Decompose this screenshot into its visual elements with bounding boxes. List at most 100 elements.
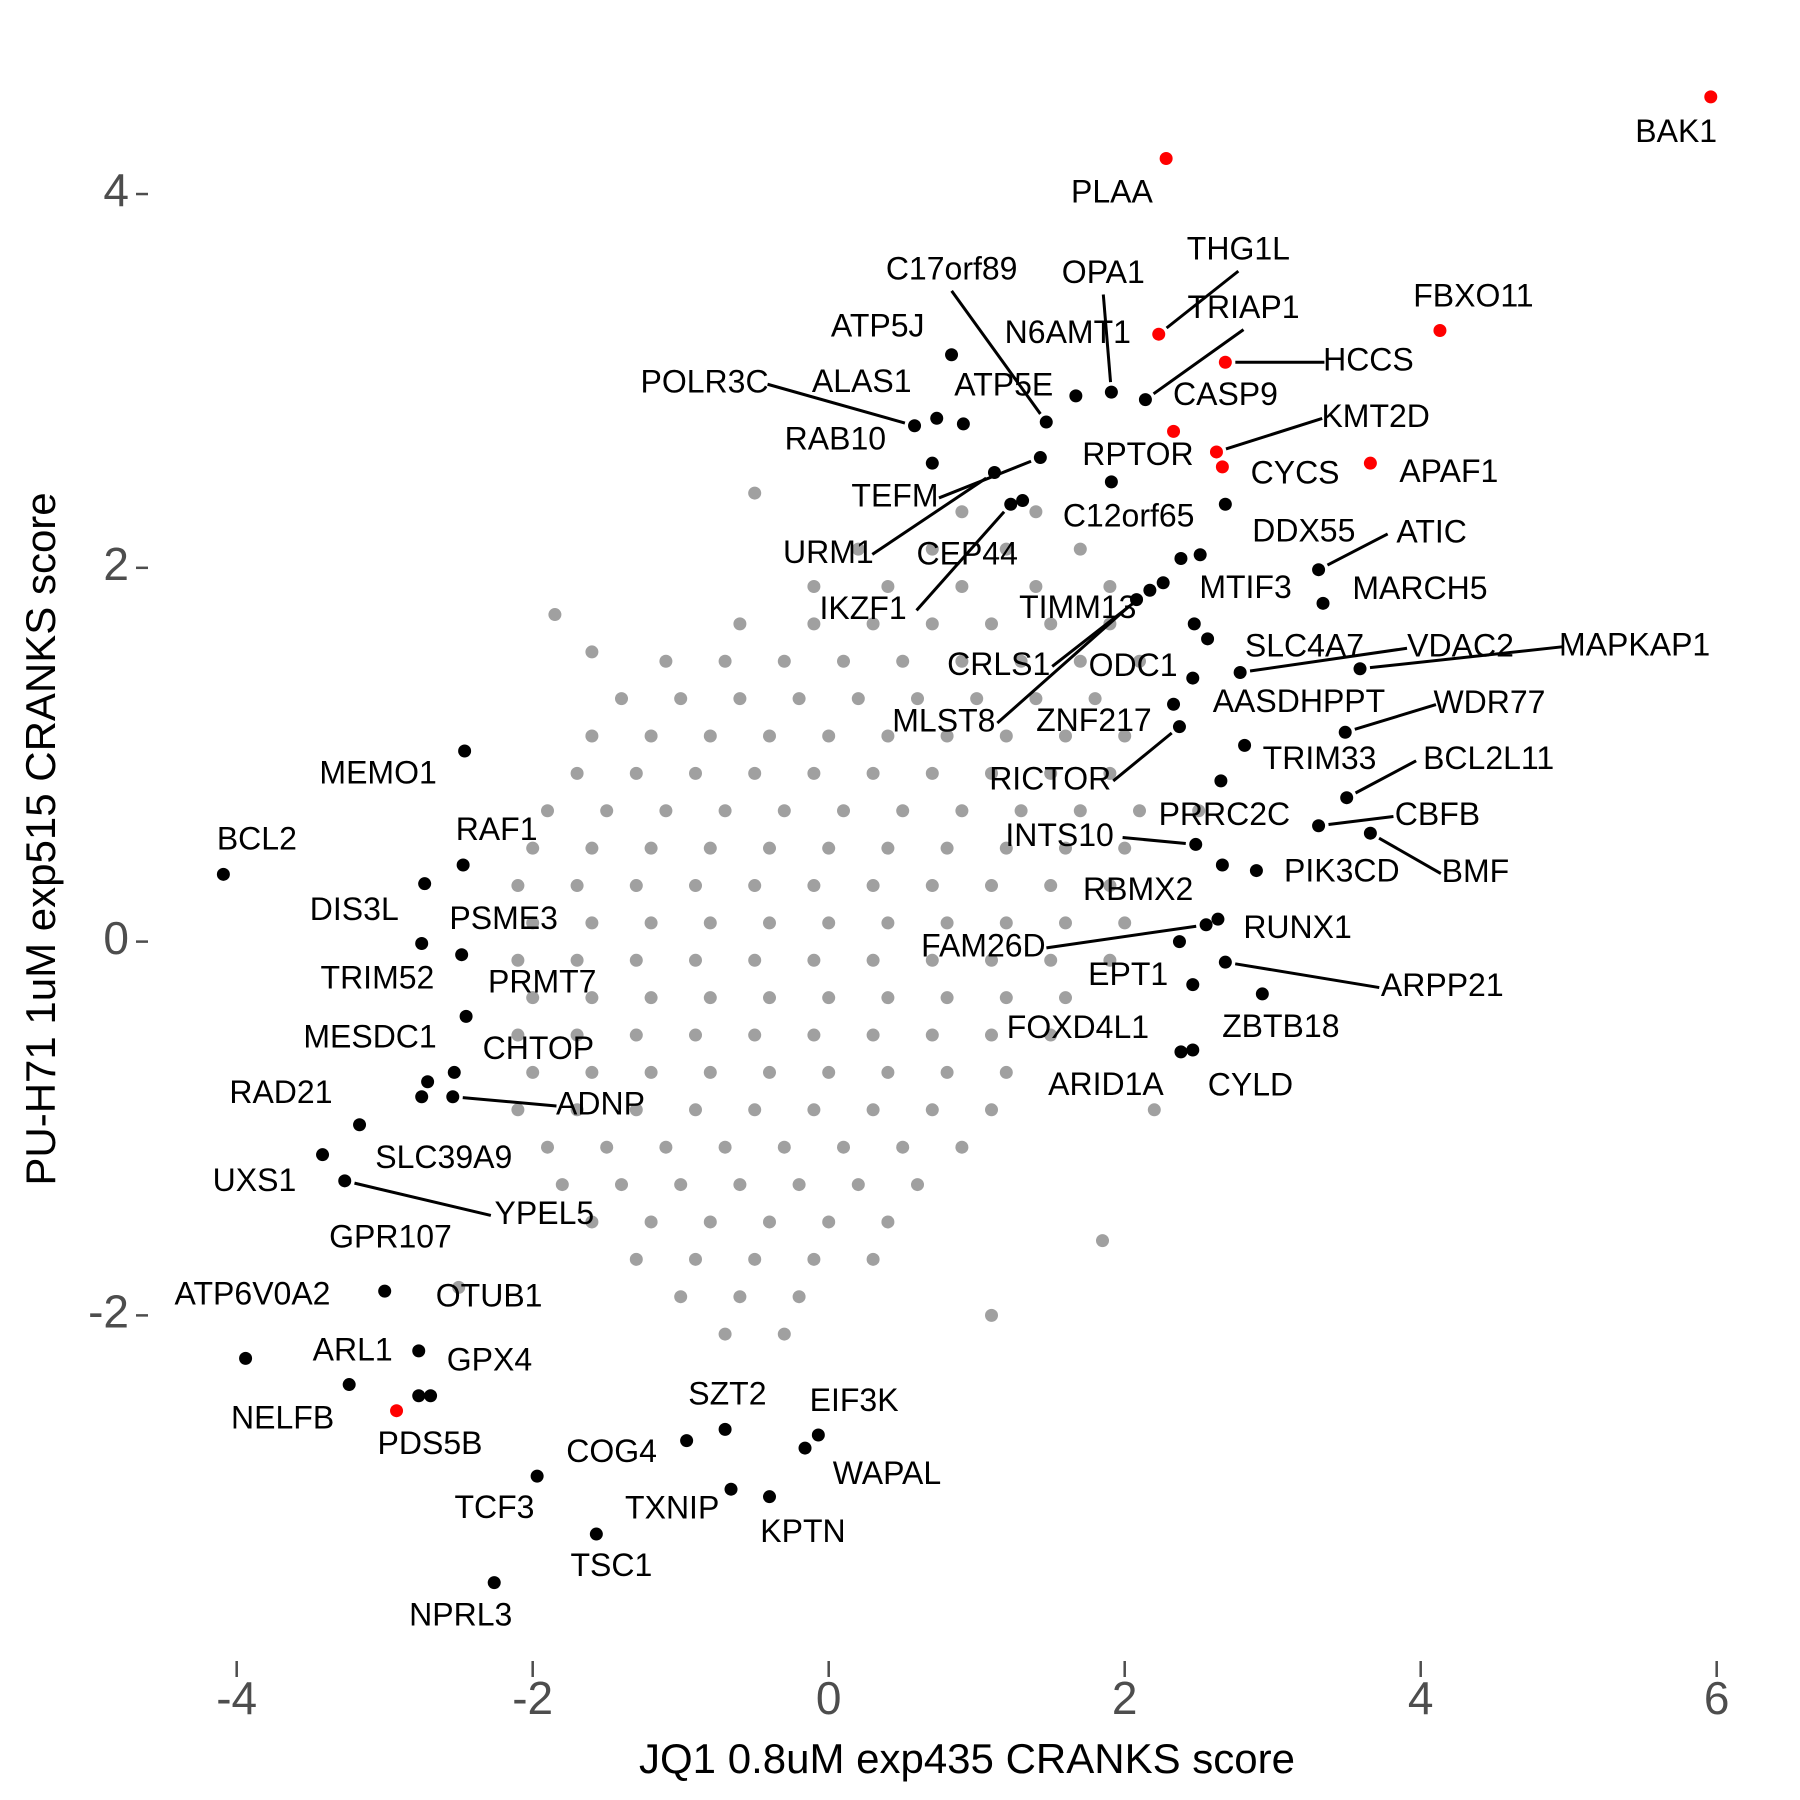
point-label: RPTOR bbox=[1082, 436, 1193, 472]
point-label: TEFM bbox=[851, 477, 938, 513]
point-label: CYCS bbox=[1251, 454, 1340, 490]
point-label: BCL2 bbox=[217, 820, 297, 856]
point bbox=[585, 1215, 599, 1229]
point bbox=[930, 411, 944, 425]
point-label: RAF1 bbox=[456, 811, 538, 847]
point bbox=[674, 1178, 688, 1192]
point bbox=[644, 729, 658, 743]
point bbox=[718, 654, 732, 668]
point-label: ATP6V0A2 bbox=[175, 1276, 331, 1312]
point bbox=[763, 729, 776, 743]
point-label: RAD21 bbox=[229, 1074, 332, 1110]
point bbox=[866, 1252, 880, 1266]
point-label: C17orf89 bbox=[886, 250, 1018, 286]
leader-line bbox=[1165, 269, 1240, 330]
point-label: TRIM52 bbox=[321, 960, 435, 996]
point bbox=[1103, 879, 1117, 893]
point bbox=[1312, 563, 1326, 577]
point bbox=[585, 841, 599, 855]
point bbox=[1118, 841, 1132, 855]
point-label: COG4 bbox=[566, 1433, 657, 1469]
point bbox=[1174, 551, 1188, 565]
point-label: ZNF217 bbox=[1036, 702, 1152, 738]
point bbox=[1004, 497, 1018, 511]
point-label: RICTOR bbox=[989, 760, 1111, 796]
point bbox=[689, 1252, 702, 1266]
point bbox=[1044, 953, 1058, 967]
point bbox=[526, 1065, 540, 1079]
point bbox=[1159, 152, 1173, 166]
leader-line bbox=[767, 382, 906, 425]
point bbox=[1316, 596, 1330, 610]
point bbox=[1218, 955, 1232, 969]
point bbox=[585, 645, 599, 659]
point bbox=[1073, 654, 1087, 668]
point bbox=[1014, 804, 1028, 818]
point-label: WAPAL bbox=[833, 1455, 941, 1491]
point bbox=[866, 1103, 880, 1117]
point bbox=[822, 729, 836, 743]
point bbox=[570, 1028, 584, 1042]
point bbox=[777, 1327, 791, 1341]
point-label: ALAS1 bbox=[812, 363, 912, 399]
point bbox=[955, 654, 969, 668]
leader-line bbox=[1234, 962, 1380, 990]
point bbox=[1059, 991, 1072, 1005]
point bbox=[452, 1280, 466, 1294]
point bbox=[1039, 415, 1053, 429]
point bbox=[703, 1215, 717, 1229]
leader-line bbox=[354, 1181, 492, 1217]
point bbox=[1029, 505, 1043, 519]
leader-line bbox=[1152, 328, 1245, 396]
point bbox=[822, 916, 836, 930]
point bbox=[807, 617, 821, 631]
point-label: ATIC bbox=[1396, 513, 1467, 549]
point bbox=[822, 1215, 836, 1229]
point bbox=[911, 692, 924, 706]
point bbox=[851, 542, 865, 556]
point bbox=[1104, 475, 1118, 489]
point bbox=[999, 841, 1013, 855]
point bbox=[415, 936, 429, 950]
point bbox=[1215, 460, 1229, 474]
point bbox=[999, 991, 1013, 1005]
x-tick-label: -2 bbox=[512, 1672, 553, 1724]
x-axis-title: JQ1 0.8uM exp435 CRANKS score bbox=[639, 1735, 1295, 1782]
point bbox=[763, 1065, 776, 1079]
point bbox=[777, 804, 791, 818]
point bbox=[748, 1252, 762, 1266]
point bbox=[1044, 879, 1058, 893]
point-label: BMF bbox=[1442, 853, 1510, 889]
point bbox=[925, 1103, 939, 1117]
point bbox=[1186, 1043, 1200, 1057]
point bbox=[541, 804, 554, 818]
point bbox=[955, 804, 969, 818]
point bbox=[629, 766, 643, 780]
point bbox=[487, 1576, 501, 1590]
point-label: URM1 bbox=[783, 534, 874, 570]
point bbox=[881, 841, 895, 855]
leader-line bbox=[1112, 731, 1173, 783]
point bbox=[866, 879, 880, 893]
point bbox=[600, 804, 614, 818]
point bbox=[1193, 548, 1207, 562]
point bbox=[955, 1140, 969, 1154]
point-label: C12orf65 bbox=[1063, 497, 1195, 533]
point-label: THG1L bbox=[1187, 231, 1290, 267]
point-label: TXNIP bbox=[625, 1489, 719, 1525]
point bbox=[600, 1140, 614, 1154]
leader-line bbox=[871, 476, 987, 556]
point bbox=[570, 879, 584, 893]
point-label: ARID1A bbox=[1048, 1066, 1164, 1102]
point bbox=[970, 692, 984, 706]
point bbox=[1172, 935, 1186, 949]
point bbox=[881, 1065, 895, 1079]
point bbox=[1238, 738, 1252, 752]
point bbox=[940, 991, 954, 1005]
point bbox=[851, 1178, 865, 1192]
point-label: PLAA bbox=[1071, 174, 1153, 210]
point bbox=[837, 1140, 850, 1154]
point bbox=[881, 580, 895, 594]
point bbox=[718, 1140, 732, 1154]
